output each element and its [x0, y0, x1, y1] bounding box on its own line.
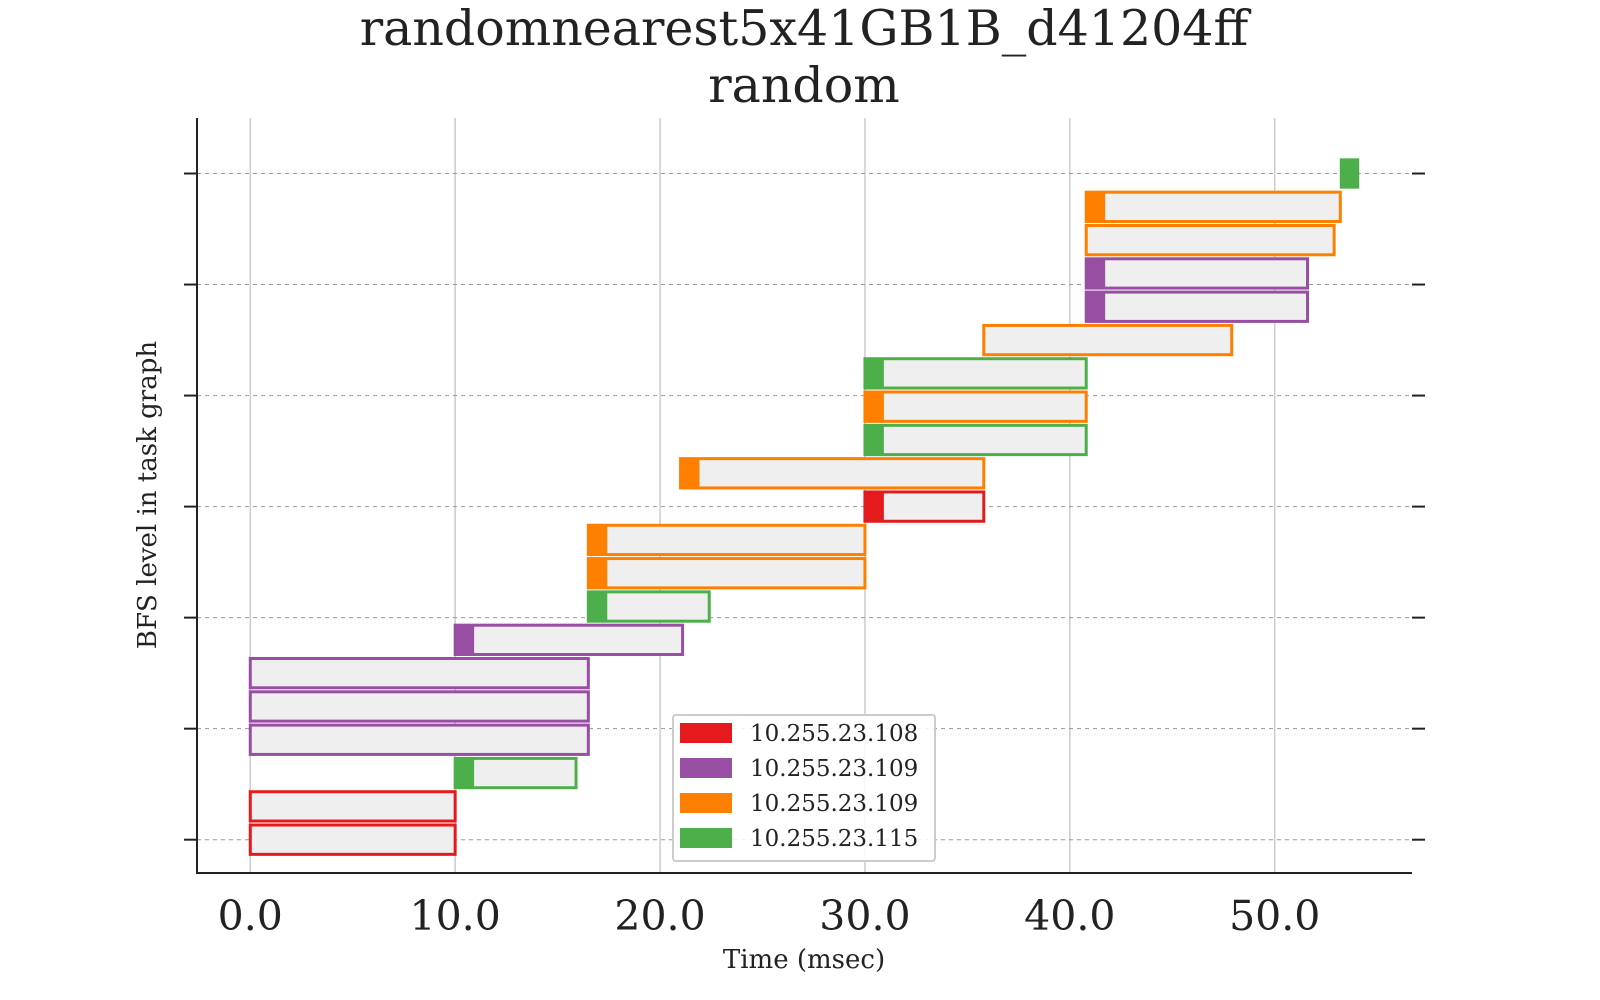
- task-bar: [586, 590, 711, 623]
- task-bar: [586, 557, 867, 590]
- task-bar: [248, 790, 457, 823]
- x-ticks: 0.0 10.0 20.0 30.0 40.0 50.0: [218, 892, 1321, 940]
- legend-swatch: [680, 828, 732, 848]
- x-tick-label: 50.0: [1229, 892, 1320, 940]
- task-bar: [453, 623, 685, 656]
- task-bar-head: [587, 591, 608, 622]
- task-bar: [982, 323, 1234, 357]
- legend-frame: [672, 714, 936, 862]
- task-bar: [1084, 190, 1342, 223]
- task-bar: [248, 656, 590, 690]
- axes: [196, 118, 1412, 874]
- task-bar: [248, 723, 590, 756]
- task-bar-head: [1085, 291, 1106, 322]
- chart-subtitle: random: [708, 57, 900, 114]
- task-bar-head: [864, 358, 884, 389]
- task-bar: [248, 823, 457, 856]
- task-bar-head: [587, 524, 608, 556]
- task-bar-head: [864, 491, 884, 522]
- legend: 10.255.23.108 10.255.23.109 10.255.23.109 1…: [672, 714, 936, 862]
- x-axis-label: Time (msec): [723, 945, 885, 975]
- task-bar: [248, 690, 590, 723]
- task-bar: [679, 457, 986, 490]
- task-bars: [248, 158, 1360, 856]
- chart-title: randomnearest5x41GB1B_d41204ff: [360, 0, 1252, 57]
- task-bar-head: [454, 757, 475, 789]
- task-bar-head: [1085, 191, 1106, 222]
- task-bar: [863, 390, 1088, 423]
- task-bar: [863, 423, 1088, 457]
- legend-swatch: [680, 723, 732, 743]
- task-bar-head: [454, 624, 475, 655]
- legend-label: 10.255.23.115: [750, 826, 918, 852]
- legend-swatch: [680, 793, 732, 813]
- x-tick-label: 10.0: [410, 892, 501, 940]
- task-bar: [586, 523, 867, 557]
- x-tick-label: 0.0: [218, 892, 283, 940]
- legend-label: 10.255.23.109: [750, 791, 918, 817]
- task-bar: [1084, 257, 1310, 290]
- task-bar-head: [587, 558, 608, 589]
- legend-swatch: [680, 758, 732, 778]
- y-axis-label: BFS level in task graph: [133, 341, 163, 649]
- task-bar-head: [864, 424, 884, 456]
- x-tick-label: 20.0: [614, 892, 705, 940]
- task-bar: [1084, 290, 1310, 323]
- x-tick-label: 40.0: [1024, 892, 1115, 940]
- task-bar-head: [680, 458, 700, 489]
- x-tick-label: 30.0: [819, 892, 910, 940]
- task-bar-head: [864, 391, 884, 422]
- task-bar: [1084, 223, 1336, 257]
- legend-label: 10.255.23.108: [750, 721, 918, 747]
- task-bar: [863, 357, 1088, 390]
- task-bar-head: [1085, 258, 1106, 289]
- task-bar: [863, 490, 986, 523]
- y-ticks: [184, 172, 1425, 841]
- legend-label: 10.255.23.109: [750, 756, 918, 782]
- task-bar: [1339, 158, 1360, 189]
